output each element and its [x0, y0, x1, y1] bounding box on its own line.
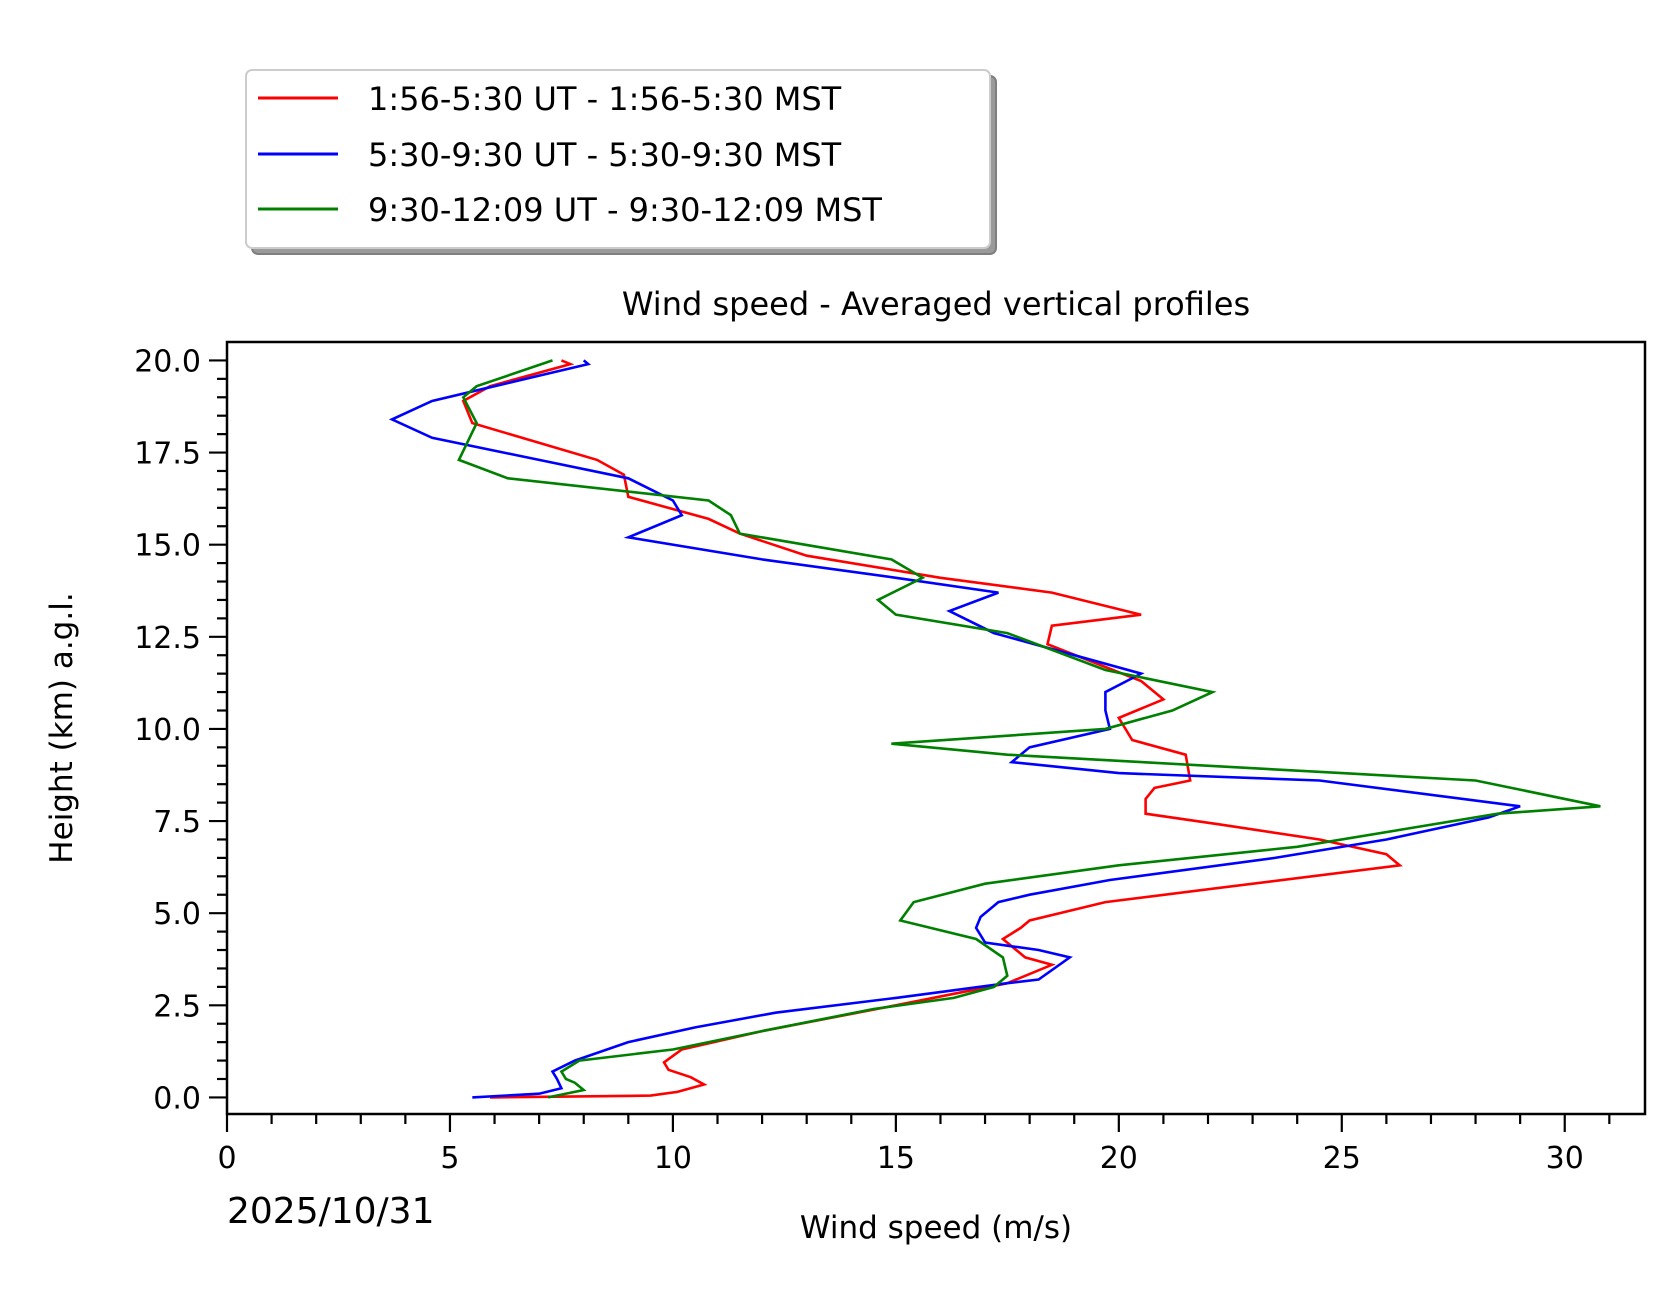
x-axis-label: Wind speed (m/s) — [800, 1210, 1072, 1246]
series-line-0 — [461, 359, 1403, 1099]
x-tick-label: 25 — [1323, 1141, 1361, 1176]
y-tick-label: 5.0 — [153, 897, 201, 932]
y-tick-label: 2.5 — [153, 989, 201, 1024]
x-axis-ticks — [225, 1114, 1611, 1132]
legend-label-series-0: 1:56-5:30 UT - 1:56-5:30 MST — [368, 80, 842, 118]
legend-box — [245, 69, 991, 249]
legend-label-series-1: 5:30-9:30 UT - 5:30-9:30 MST — [368, 136, 842, 174]
y-tick-label: 0.0 — [153, 1081, 201, 1116]
y-axis-label: Height (km) a.g.l. — [44, 592, 80, 863]
x-tick-label: 20 — [1100, 1141, 1138, 1176]
x-tick-label: 5 — [440, 1141, 459, 1176]
x-tick-label: 30 — [1546, 1141, 1584, 1176]
x-tick-label: 10 — [654, 1141, 692, 1176]
y-tick-labels: 0.0 2.5 5.0 7.5 10.0 12.5 15.0 17.5 20.0 — [134, 344, 201, 1116]
series-line-2 — [457, 359, 1601, 1099]
x-tick-label: 15 — [877, 1141, 915, 1176]
legend-label-series-2: 9:30-12:09 UT - 9:30-12:09 MST — [368, 191, 882, 229]
y-tick-label: 7.5 — [153, 805, 201, 840]
x-tick-labels: 0 5 10 15 20 25 30 — [217, 1141, 1583, 1176]
y-tick-label: 10.0 — [134, 713, 201, 748]
date-label: 2025/10/31 — [227, 1191, 435, 1232]
series-line-1 — [388, 359, 1521, 1099]
y-tick-label: 20.0 — [134, 344, 201, 379]
chart-title: Wind speed - Averaged vertical profiles — [622, 285, 1250, 323]
y-tick-label: 12.5 — [134, 621, 201, 656]
series-group — [388, 359, 1601, 1099]
y-tick-label: 17.5 — [134, 437, 201, 472]
y-axis-ticks — [209, 359, 227, 1099]
x-tick-label: 0 — [217, 1141, 236, 1176]
legend: 1:56-5:30 UT - 1:56-5:30 MST 5:30-9:30 U… — [245, 69, 997, 255]
y-tick-label: 15.0 — [134, 529, 201, 564]
